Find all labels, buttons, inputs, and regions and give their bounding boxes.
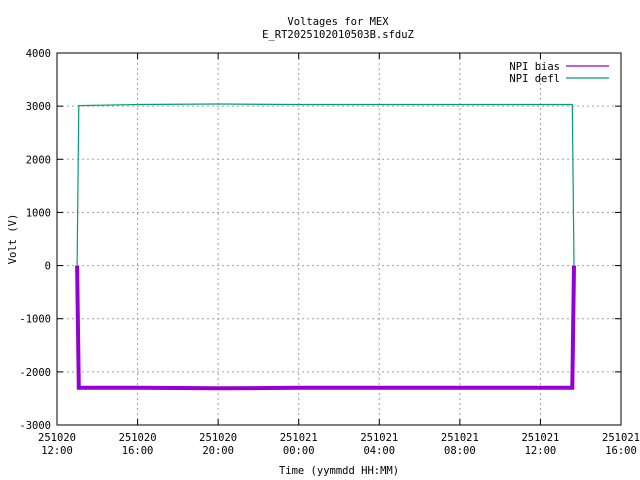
- y-tick-label: -3000: [19, 420, 51, 432]
- x-tick-time-label: 16:00: [122, 445, 154, 457]
- x-tick-time-label: 16:00: [605, 445, 637, 457]
- y-tick-label: -1000: [19, 314, 51, 326]
- legend-label: NPI bias: [509, 61, 560, 73]
- plot-frame: [56, 52, 622, 426]
- y-axis-label: Volt (V): [7, 214, 19, 265]
- x-axis-label: Time (yymmdd HH:MM): [279, 465, 399, 477]
- series-layer: [75, 103, 576, 391]
- grid: [57, 53, 621, 425]
- y-tick-label: 0: [45, 261, 51, 273]
- legend-label: NPI defl: [509, 73, 560, 85]
- x-tick-time-label: 20:00: [202, 445, 234, 457]
- x-tick-time-label: 08:00: [444, 445, 476, 457]
- x-tick-time-label: 00:00: [283, 445, 315, 457]
- y-axis: -3000 -2000 -1000 0 1000 2000 3000 4000: [19, 48, 621, 432]
- x-tick-date-label: 251021: [602, 432, 640, 444]
- y-tick-label: 4000: [26, 48, 51, 60]
- y-tick-label: -2000: [19, 367, 51, 379]
- series-line-1: [75, 265, 576, 391]
- y-tick-label: 2000: [26, 154, 51, 166]
- x-tick-time-label: 04:00: [363, 445, 395, 457]
- x-tick-date-label: 251020: [199, 432, 237, 444]
- y-tick-label: 1000: [26, 207, 51, 219]
- series-line-2: [76, 103, 575, 266]
- y-tick-label: 3000: [26, 101, 51, 113]
- chart-title: Voltages for MEX: [287, 16, 389, 28]
- x-tick-date-label: 251020: [38, 432, 76, 444]
- x-tick-time-label: 12:00: [525, 445, 557, 457]
- x-axis: 25102012:0025102016:0025102020:002510210…: [38, 53, 640, 457]
- x-tick-date-label: 251021: [280, 432, 318, 444]
- x-tick-date-label: 251021: [360, 432, 398, 444]
- chart-subtitle: E_RT2025102010503B.sfduZ: [262, 29, 414, 41]
- x-tick-date-label: 251021: [441, 432, 479, 444]
- x-tick-time-label: 12:00: [41, 445, 73, 457]
- x-tick-date-label: 251020: [119, 432, 157, 444]
- x-tick-date-label: 251021: [521, 432, 559, 444]
